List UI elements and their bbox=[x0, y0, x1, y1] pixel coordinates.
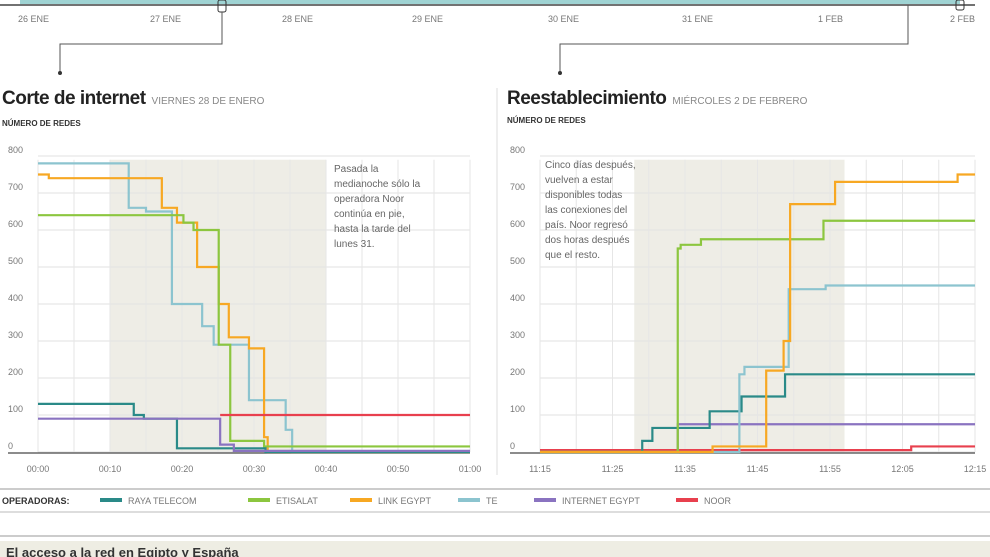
timeline-date: 2 FEB bbox=[950, 14, 975, 24]
x-tick-label: 00:50 bbox=[387, 464, 410, 474]
series-line-noor bbox=[540, 445, 975, 452]
timeline-date: 1 FEB bbox=[818, 14, 843, 24]
timeline-bar bbox=[20, 0, 960, 4]
legend-item: RAYA TELECOM bbox=[128, 496, 197, 506]
y-tick-label: 100 bbox=[510, 404, 525, 414]
y-tick-label: 500 bbox=[8, 256, 23, 266]
x-tick-label: 11:25 bbox=[602, 464, 624, 474]
timeline-date: 30 ENE bbox=[548, 14, 579, 24]
y-tick-label: 200 bbox=[8, 367, 23, 377]
legend-swatch bbox=[676, 498, 698, 502]
x-tick-label: 11:15 bbox=[529, 464, 551, 474]
chart-corte: 0 100 200 300 400 500 600 700 800 00:00 00:10 00:20… bbox=[8, 145, 481, 474]
timeline-date: 31 ENE bbox=[682, 14, 713, 24]
y-tick-label: 700 bbox=[8, 182, 23, 192]
annotation: Cinco días después, vuelven a estar dispon… bbox=[545, 160, 636, 261]
y-tick-label: 0 bbox=[8, 441, 13, 451]
legend-item: INTERNET EGYPT bbox=[562, 496, 640, 506]
y-axis-label: NÚMERO DE REDES bbox=[2, 119, 81, 128]
y-tick-label: 400 bbox=[8, 293, 23, 303]
y-tick-label: 600 bbox=[510, 219, 525, 229]
connector-left bbox=[59, 12, 223, 72]
timeline-date: 29 ENE bbox=[412, 14, 443, 24]
x-tick-label: 12:15 bbox=[964, 464, 987, 474]
x-tick-label: 00:00 bbox=[27, 464, 50, 474]
connector-right bbox=[559, 5, 909, 72]
legend-item: TE bbox=[486, 496, 498, 506]
chart-title: Corte de internet VIERNES 28 DE ENERO bbox=[2, 88, 265, 109]
y-tick-label: 300 bbox=[510, 330, 525, 340]
legend-swatch bbox=[100, 498, 122, 502]
series-line-raya-telecom bbox=[540, 373, 975, 454]
chart-reestablecimiento: 0 100 200 300 400 500 600 700 800 11:15 11:25 11:35… bbox=[510, 145, 986, 474]
footer-band bbox=[0, 541, 990, 557]
legend-swatch bbox=[458, 498, 480, 502]
y-tick-label: 800 bbox=[8, 145, 23, 155]
series-line-link-egypt bbox=[540, 173, 975, 454]
connector-dot bbox=[58, 71, 62, 75]
series-line-etisalat bbox=[38, 214, 470, 448]
y-tick-label: 100 bbox=[8, 404, 23, 414]
legend-swatch bbox=[248, 498, 270, 502]
y-tick-label: 600 bbox=[8, 219, 23, 229]
legend-swatch bbox=[534, 498, 556, 502]
timeline-date: 26 ENE bbox=[18, 14, 49, 24]
legend-swatch bbox=[350, 498, 372, 502]
timeline-date: 28 ENE bbox=[282, 14, 313, 24]
chart-title: Reestablecimiento MIÉRCOLES 2 DE FEBRERO bbox=[507, 88, 808, 109]
y-tick-label: 500 bbox=[510, 256, 525, 266]
x-tick-label: 00:40 bbox=[315, 464, 338, 474]
connector-dot bbox=[558, 71, 562, 75]
timeline-labels: 26 ENE 27 ENE 28 ENE 29 ENE 30 ENE 31 ENE 1 FE… bbox=[18, 14, 975, 24]
x-tick-label: 11:55 bbox=[819, 464, 841, 474]
legend-item: NOOR bbox=[704, 496, 732, 506]
legend-heading: OPERADORAS: bbox=[2, 496, 70, 506]
series-line-te bbox=[540, 284, 975, 454]
y-tick-label: 700 bbox=[510, 182, 525, 192]
annotation: Pasada la medianoche sólo la operadora Noo… bbox=[334, 164, 421, 250]
y-tick-label: 400 bbox=[510, 293, 525, 303]
timeline-marker-feb2 bbox=[955, 0, 965, 11]
x-tick-label: 11:35 bbox=[674, 464, 696, 474]
y-tick-label: 200 bbox=[510, 367, 525, 377]
x-tick-label: 12:05 bbox=[891, 464, 914, 474]
legend-item: ETISALAT bbox=[276, 496, 318, 506]
timeline-date: 27 ENE bbox=[150, 14, 181, 24]
series-line-etisalat bbox=[540, 219, 975, 454]
x-tick-label: 00:20 bbox=[171, 464, 194, 474]
x-tick-label: 01:00 bbox=[459, 464, 482, 474]
x-tick-label: 11:45 bbox=[747, 464, 769, 474]
x-tick-label: 00:10 bbox=[99, 464, 122, 474]
series-line-te bbox=[38, 162, 470, 454]
y-tick-label: 0 bbox=[510, 441, 515, 451]
legend-item: LINK EGYPT bbox=[378, 496, 432, 506]
y-tick-label: 300 bbox=[8, 330, 23, 340]
legend: OPERADORAS: RAYA TELECOM ETISALAT LINK EGYP… bbox=[2, 496, 732, 506]
y-tick-label: 800 bbox=[510, 145, 525, 155]
series-line-internet-egypt bbox=[38, 417, 470, 452]
footer-title: El acceso a la red en Egipto y España bbox=[6, 545, 239, 557]
y-axis-label: NÚMERO DE REDES bbox=[507, 116, 586, 125]
x-tick-label: 00:30 bbox=[243, 464, 266, 474]
